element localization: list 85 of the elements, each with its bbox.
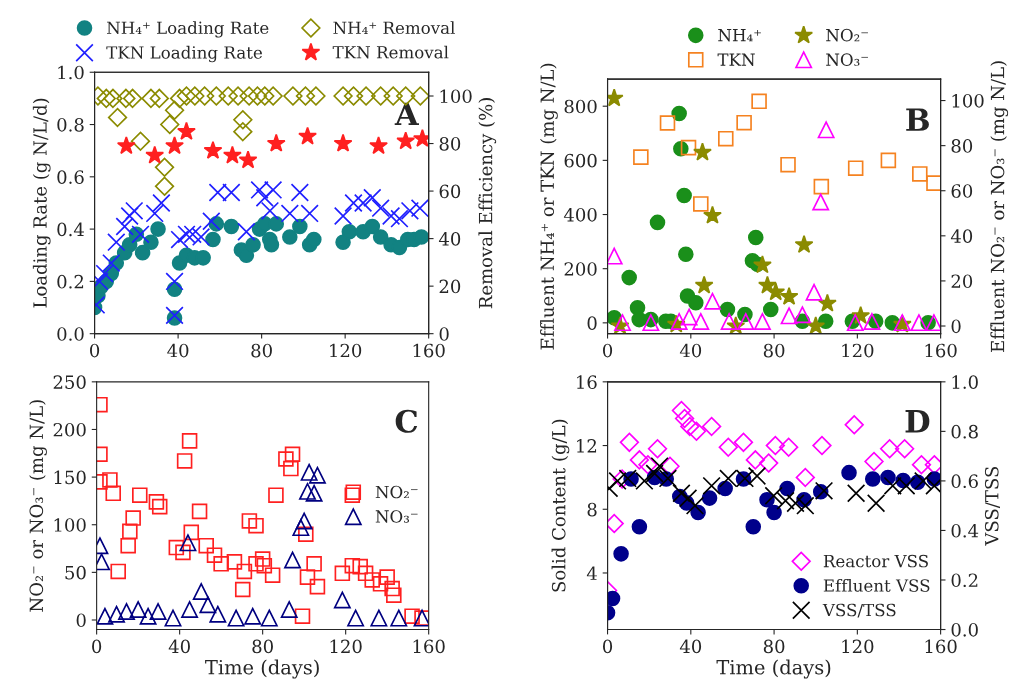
y2-tick-label: 40 [950,229,973,243]
y-tick-label: 0.4 [57,222,84,237]
legend-label: Effluent VSS [823,578,930,592]
x-tick-label: 160 [413,343,445,358]
x-tick-label: 160 [413,639,445,654]
y-tick-label: 600 [564,153,597,168]
legend-label: TKN [717,53,755,66]
x-tick-label: 40 [679,343,702,358]
legend-label: NO₂⁻ [826,28,868,42]
y-tick-label: 100 [54,518,86,532]
y2-tick-label: 20 [951,274,973,289]
x-tick-label: 80 [763,343,785,358]
y2-tick-label: 0 [951,319,961,334]
y-tick-label: 0.2 [57,274,84,289]
y2-axis-title: Removal Efficiency (%) [478,98,497,309]
y-tick-label: 200 [53,422,86,437]
legend-label: TKN Loading Rate [106,45,262,63]
y-tick-label: 250 [53,375,86,389]
y-tick-label: 800 [564,99,597,114]
y-tick-label: 0 [76,613,86,628]
y-tick-label: 400 [563,207,597,222]
y2-tick-label: 60 [951,184,973,198]
annotation: B [906,108,929,131]
legend-label: VSS/TSS [822,603,896,618]
x-tick-label: 0 [92,639,102,654]
y2-tick-label: 0.0 [951,622,978,637]
y-axis-title: Loading Rate (g N/L/d) [32,98,51,308]
y-tick-label: 200 [564,262,597,276]
x-tick-label: 120 [330,343,362,358]
x-tick-label: 40 [167,343,189,358]
y2-axis-title: VSS/TSS [984,466,1001,546]
x-tick-label: 40 [168,639,190,654]
x-tick-label: 80 [252,639,273,654]
y2-tick-label: 20 [439,279,461,294]
x-tick-label: 80 [251,343,272,358]
y2-tick-label: 0.4 [951,523,979,538]
y-tick-label: 16 [577,375,597,389]
y2-tick-label: 1.0 [952,375,978,389]
y-tick-label: 0.6 [57,170,84,184]
annotation: D [905,410,930,433]
y2-tick-label: 0.6 [951,474,978,489]
y-tick-label: 0.0 [57,327,84,341]
x-tick-label: 120 [330,639,362,654]
y2-tick-label: 0.8 [951,424,978,439]
y-tick-label: 12 [577,439,597,453]
x-tick-label: 0 [90,343,100,358]
x-tick-label: 160 [925,639,957,654]
legend-label: Reactor VSS [823,554,928,568]
x-tick-label: 120 [842,639,874,654]
y-axis-title: Effluent NH₄⁺ or TKN (mg N/L) [540,63,558,350]
x-tick-label: 40 [679,639,702,654]
y-axis-title: Solid Content (g/L) [551,419,570,592]
y-axis-title: NO₂⁻ or NO₃⁻ (mg N/L) [29,400,47,612]
legend-label: NO₂⁻ [375,485,418,499]
x-axis-title: Time (days) [716,659,831,679]
legend-label: NH₄⁺ [718,29,761,42]
y-tick-label: 150 [54,470,86,485]
y-tick-label: 0.8 [57,117,84,132]
y-tick-label: 1.0 [58,65,84,80]
y-tick-label: 50 [65,565,86,580]
x-tick-label: 0 [602,343,613,358]
y2-tick-label: 60 [439,184,461,199]
y-tick-label: 0 [587,316,597,330]
y2-axis-title: Effluent NO₂⁻ or NO₃⁻ (mg N/L) [990,61,1009,352]
legend-label: NO₃⁻ [375,510,418,523]
legend-label: NO₃⁻ [826,53,868,66]
annotation: C [395,409,418,433]
y2-tick-label: 80 [951,139,973,153]
x-tick-label: 80 [763,639,785,654]
y2-tick-label: 80 [439,137,461,151]
x-tick-label: 160 [925,343,957,358]
x-tick-label: 120 [842,343,874,358]
legend-label: NH₄⁺ Removal [333,21,455,35]
y2-tick-label: 40 [438,232,461,246]
annotation: A [394,102,419,126]
legend-label: NH₄⁺ Loading Rate [107,21,269,38]
y2-tick-label: 100 [440,89,472,104]
x-axis-title: Time (days) [205,659,319,679]
y2-tick-label: 100 [952,94,984,108]
y2-tick-label: 0 [439,327,449,341]
x-tick-label: 0 [602,639,613,654]
y2-tick-label: 0.2 [951,573,978,588]
legend-label: TKN Removal [332,45,449,59]
y-tick-label: 8 [587,502,597,517]
y-tick-label: 4 [586,566,597,580]
